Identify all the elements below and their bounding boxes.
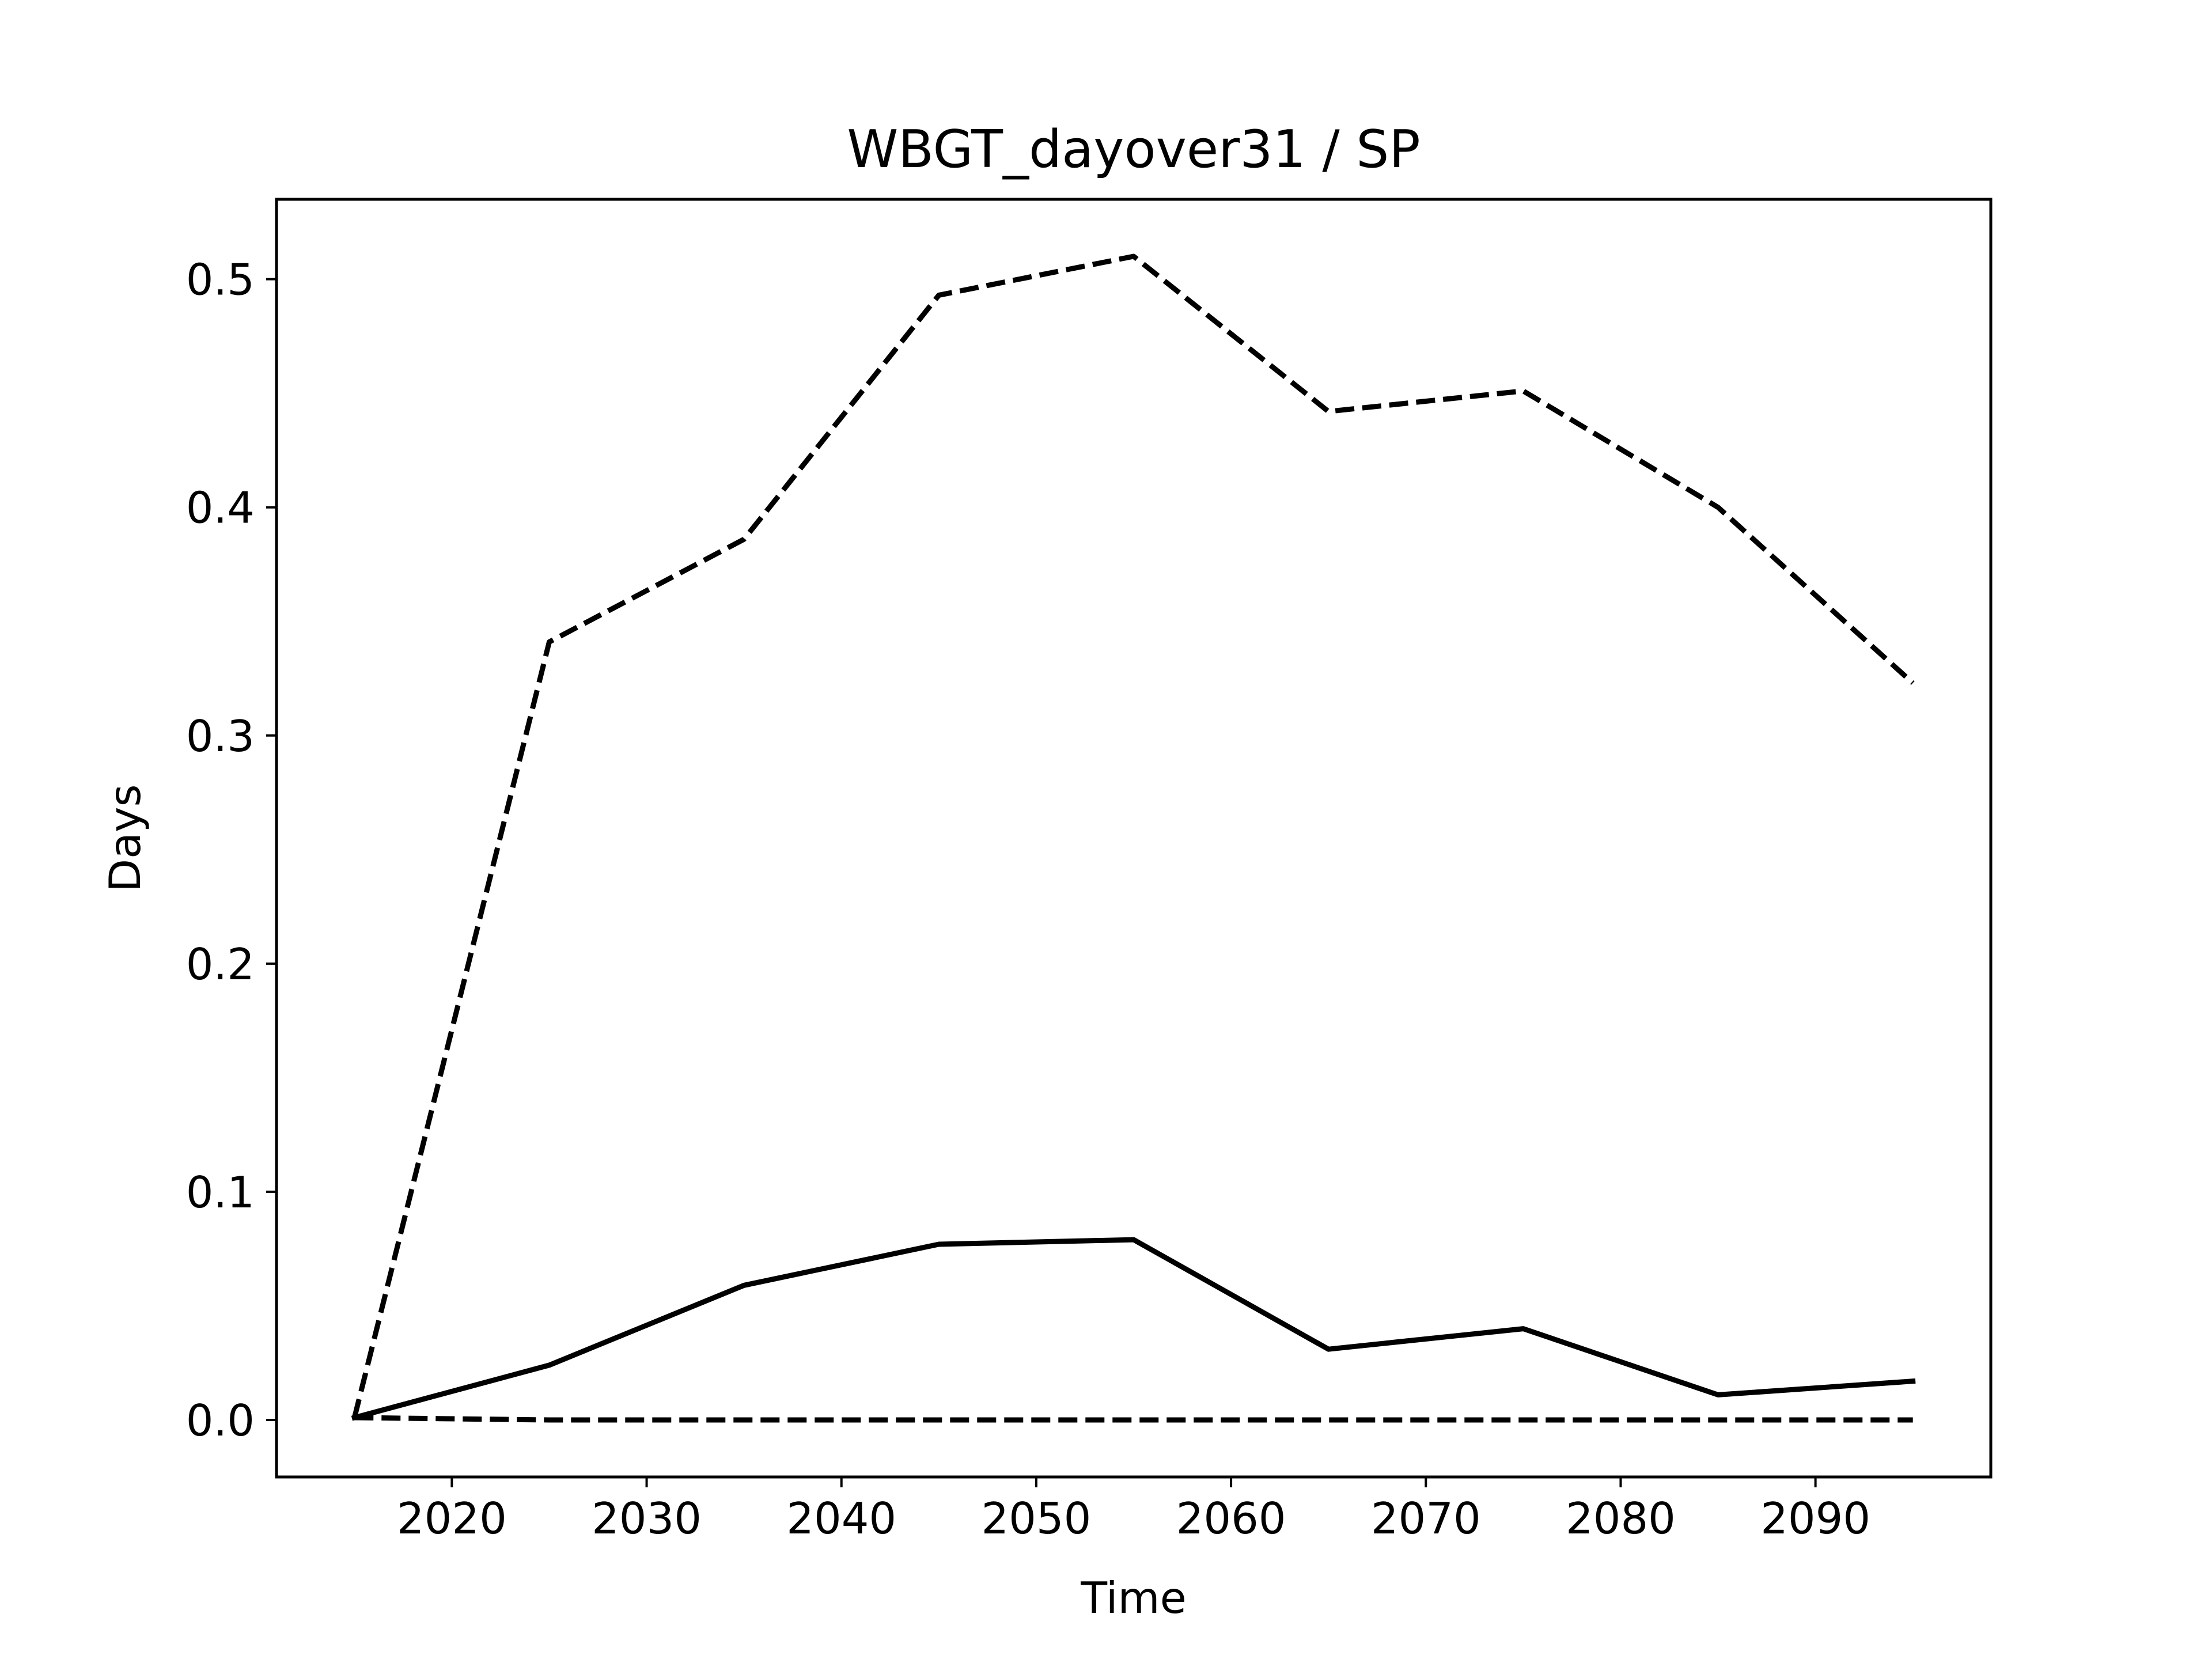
- y-axis-label: Days: [100, 784, 150, 892]
- x-tick-label: 2020: [397, 1493, 507, 1544]
- y-tick-label: 0.5: [186, 255, 255, 305]
- x-tick-label: 2080: [1566, 1493, 1676, 1544]
- series-line-3: [354, 1415, 1913, 1423]
- y-axis-ticks: 0.0 0.1 0.2 0.3 0.4 0.5: [186, 255, 276, 1446]
- plot-frame: [275, 198, 1993, 1479]
- y-tick-label: 0.3: [186, 711, 255, 762]
- series-line-1: [351, 1237, 1916, 1421]
- x-tick-label: 2060: [1176, 1493, 1286, 1544]
- x-tick-label: 2090: [1760, 1493, 1870, 1544]
- x-tick-label: 2040: [786, 1493, 896, 1544]
- y-tick-label: 0.1: [186, 1167, 255, 1218]
- x-tick-label: 2050: [981, 1493, 1091, 1544]
- y-tick-label: 0.0: [186, 1395, 255, 1446]
- series-layer: [351, 253, 1916, 1423]
- x-tick-label: 2030: [592, 1493, 702, 1544]
- x-axis-label: Time: [1080, 1573, 1187, 1623]
- chart-title: WBGT_dayover31 / SP: [847, 119, 1420, 180]
- x-axis-ticks: 2020 2030 2040 2050 2060 2070 2080 2090: [397, 1477, 1870, 1544]
- x-tick-label: 2070: [1371, 1493, 1481, 1544]
- y-tick-label: 0.2: [186, 939, 255, 990]
- y-tick-label: 0.4: [186, 483, 255, 533]
- series-line-2: [351, 253, 1915, 1419]
